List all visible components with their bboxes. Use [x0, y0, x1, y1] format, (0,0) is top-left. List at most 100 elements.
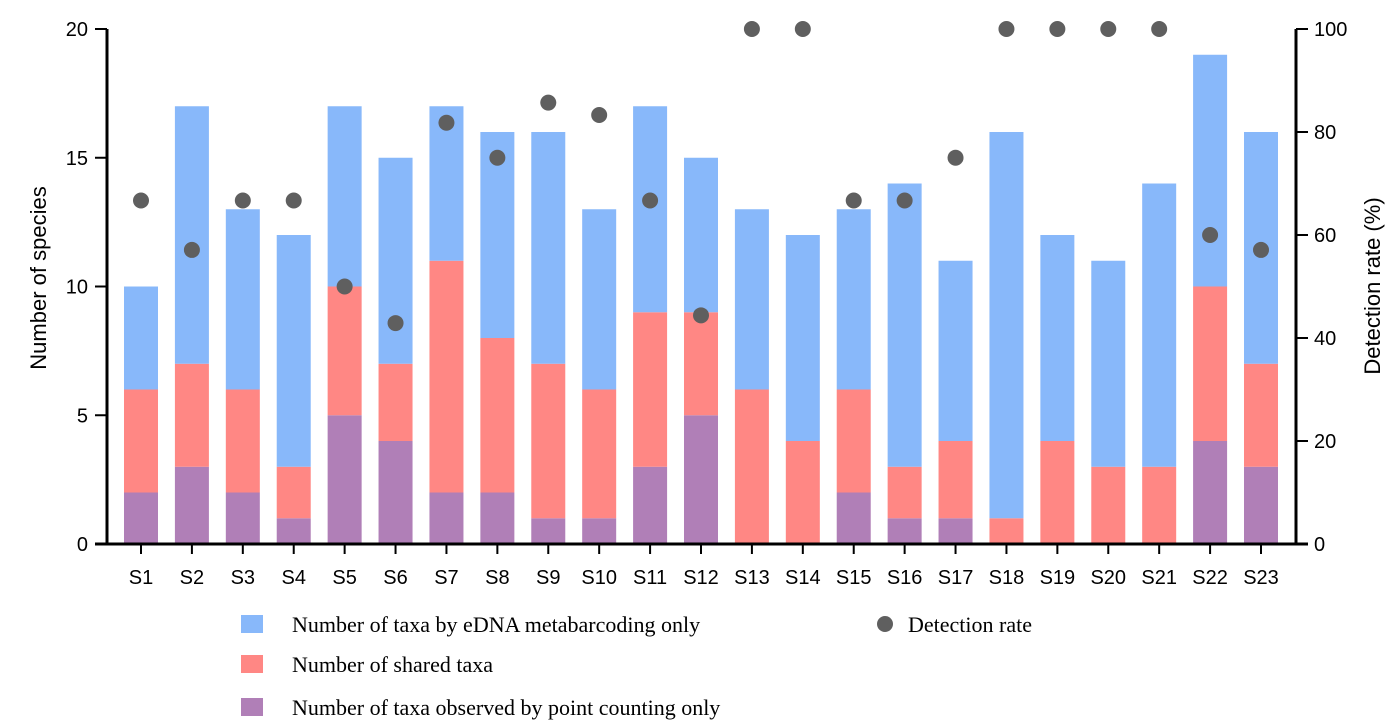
legend-marker-detection-rate: [877, 616, 893, 632]
detection-rate-point-s5: [336, 278, 353, 295]
detection-rate-point-s7: [438, 114, 455, 131]
bar-segment-s15-series-2: [836, 209, 871, 390]
x-ticks: S1 S2 S3 S4 S5 S6 S7 S8 S9 S10 S11 S12 S13 S14 S15 S16 S…: [129, 544, 1279, 589]
bar-segment-s17-series-1: [938, 441, 973, 519]
y-tick-label: 5: [77, 405, 88, 427]
detection-rate-point-s23: [1253, 241, 1269, 258]
bar-segment-s13-series-1: [734, 389, 769, 544]
bar-segment-s2-series-0: [174, 466, 209, 544]
x-tick-label: S10: [581, 567, 617, 589]
bar-segment-s19-series-1: [1040, 441, 1075, 544]
y2-axis-title: Detection rate (%): [1360, 197, 1385, 374]
x-tick-label: S21: [1141, 567, 1177, 589]
bar-segment-s17-series-0: [938, 518, 973, 544]
x-tick-label: S3: [231, 567, 255, 589]
bar-segment-s17-series-2: [938, 260, 973, 441]
bar-segment-s14-series-1: [785, 441, 820, 544]
detection-rate-point-s22: [1202, 227, 1219, 243]
x-tick-label: S15: [836, 567, 872, 589]
x-tick-label: S18: [989, 567, 1025, 589]
y-ticks-right: 0 20 40 60 80 100: [1296, 19, 1347, 556]
x-tick-label: S4: [281, 567, 305, 589]
y-tick-label: 20: [66, 19, 88, 41]
bar-segment-s1-series-1: [124, 389, 158, 493]
bar-segment-s9-series-1: [531, 363, 566, 519]
bar-segment-s12-series-0: [684, 415, 718, 544]
bar-segment-s15-series-1: [836, 389, 871, 493]
legend-label-point-counting: Number of taxa observed by point countin…: [292, 695, 720, 720]
bar-segment-s20-series-1: [1091, 466, 1126, 544]
bar-segment-s6-series-1: [378, 363, 413, 441]
y2-tick-label: 80: [1314, 122, 1336, 144]
detection-rate-layer: [133, 21, 1269, 332]
detection-rate-point-s21: [1151, 21, 1168, 37]
detection-rate-point-s19: [1049, 21, 1066, 37]
bar-segment-s10-series-0: [582, 518, 617, 544]
detection-rate-point-s6: [387, 315, 404, 332]
bar-segment-s4-series-1: [276, 466, 311, 519]
y2-tick-label: 60: [1314, 225, 1336, 247]
bar-segment-s22-series-2: [1193, 54, 1228, 287]
bar-segment-s15-series-0: [836, 492, 871, 544]
bar-segment-s4-series-2: [276, 235, 311, 467]
x-tick-label: S7: [434, 567, 458, 589]
y-tick-label: 0: [77, 534, 88, 556]
bar-segment-s11-series-1: [633, 312, 668, 467]
bar-segment-s16-series-2: [887, 183, 922, 467]
bar-segment-s14-series-2: [785, 235, 820, 441]
bar-segment-s4-series-0: [276, 518, 311, 544]
detection-rate-point-s20: [1100, 21, 1117, 37]
y2-tick-label: 100: [1314, 19, 1347, 41]
detection-rate-point-s12: [693, 307, 709, 324]
detection-rate-point-s3: [234, 192, 251, 209]
legend-label-detection-rate: Detection rate: [908, 612, 1032, 637]
detection-rate-point-s9: [540, 94, 557, 111]
detection-rate-point-s1: [133, 192, 149, 209]
x-tick-label: S8: [485, 567, 509, 589]
bar-segment-s8-series-0: [480, 492, 515, 544]
bar-segment-s2-series-1: [174, 363, 209, 467]
detection-rate-point-s11: [642, 192, 659, 209]
x-tick-label: S9: [536, 567, 560, 589]
legend-swatch-edna: [241, 615, 263, 633]
bar-segment-s13-series-2: [734, 209, 769, 390]
bar-segment-s5-series-1: [327, 286, 362, 416]
y-ticks-left: 0 5 10 15 20: [66, 19, 107, 556]
bar-segment-s20-series-2: [1091, 260, 1126, 467]
bar-segment-s23-series-0: [1244, 466, 1278, 544]
x-tick-label: S14: [785, 567, 821, 589]
bar-segment-s1-series-2: [124, 286, 158, 390]
bar-segment-s11-series-2: [633, 106, 668, 313]
detection-rate-point-s16: [896, 192, 913, 209]
x-tick-label: S22: [1192, 567, 1228, 589]
bar-segment-s16-series-1: [887, 466, 922, 519]
x-tick-label: S23: [1243, 567, 1279, 589]
bar-segment-s12-series-1: [684, 312, 718, 416]
x-tick-label: S12: [683, 567, 719, 589]
bars-layer: [124, 54, 1278, 544]
bar-segment-s21-series-2: [1142, 183, 1177, 467]
bar-segment-s5-series-2: [327, 106, 362, 287]
detection-rate-point-s18: [998, 21, 1015, 37]
detection-rate-point-s2: [183, 241, 200, 258]
bar-segment-s7-series-1: [429, 260, 464, 493]
bar-segment-s10-series-2: [582, 209, 617, 390]
detection-rate-point-s15: [845, 192, 862, 209]
y-tick-label: 15: [66, 148, 88, 170]
bar-segment-s3-series-1: [225, 389, 260, 493]
legend-swatch-shared: [241, 655, 263, 673]
legend-swatch-point-counting: [241, 698, 263, 716]
bar-segment-s3-series-0: [225, 492, 260, 544]
bar-segment-s21-series-1: [1142, 466, 1177, 544]
bar-segment-s19-series-2: [1040, 235, 1075, 441]
y-axis-title: Number of species: [26, 186, 51, 369]
bar-segment-s8-series-1: [480, 338, 515, 493]
y2-tick-label: 20: [1314, 431, 1336, 453]
detection-rate-point-s14: [794, 21, 811, 37]
y2-tick-label: 40: [1314, 328, 1336, 350]
detection-rate-point-s13: [743, 21, 760, 37]
bar-segment-s8-series-2: [480, 132, 515, 338]
x-tick-label: S19: [1040, 567, 1076, 589]
bar-segment-s9-series-2: [531, 132, 566, 364]
bar-segment-s9-series-0: [531, 518, 566, 544]
